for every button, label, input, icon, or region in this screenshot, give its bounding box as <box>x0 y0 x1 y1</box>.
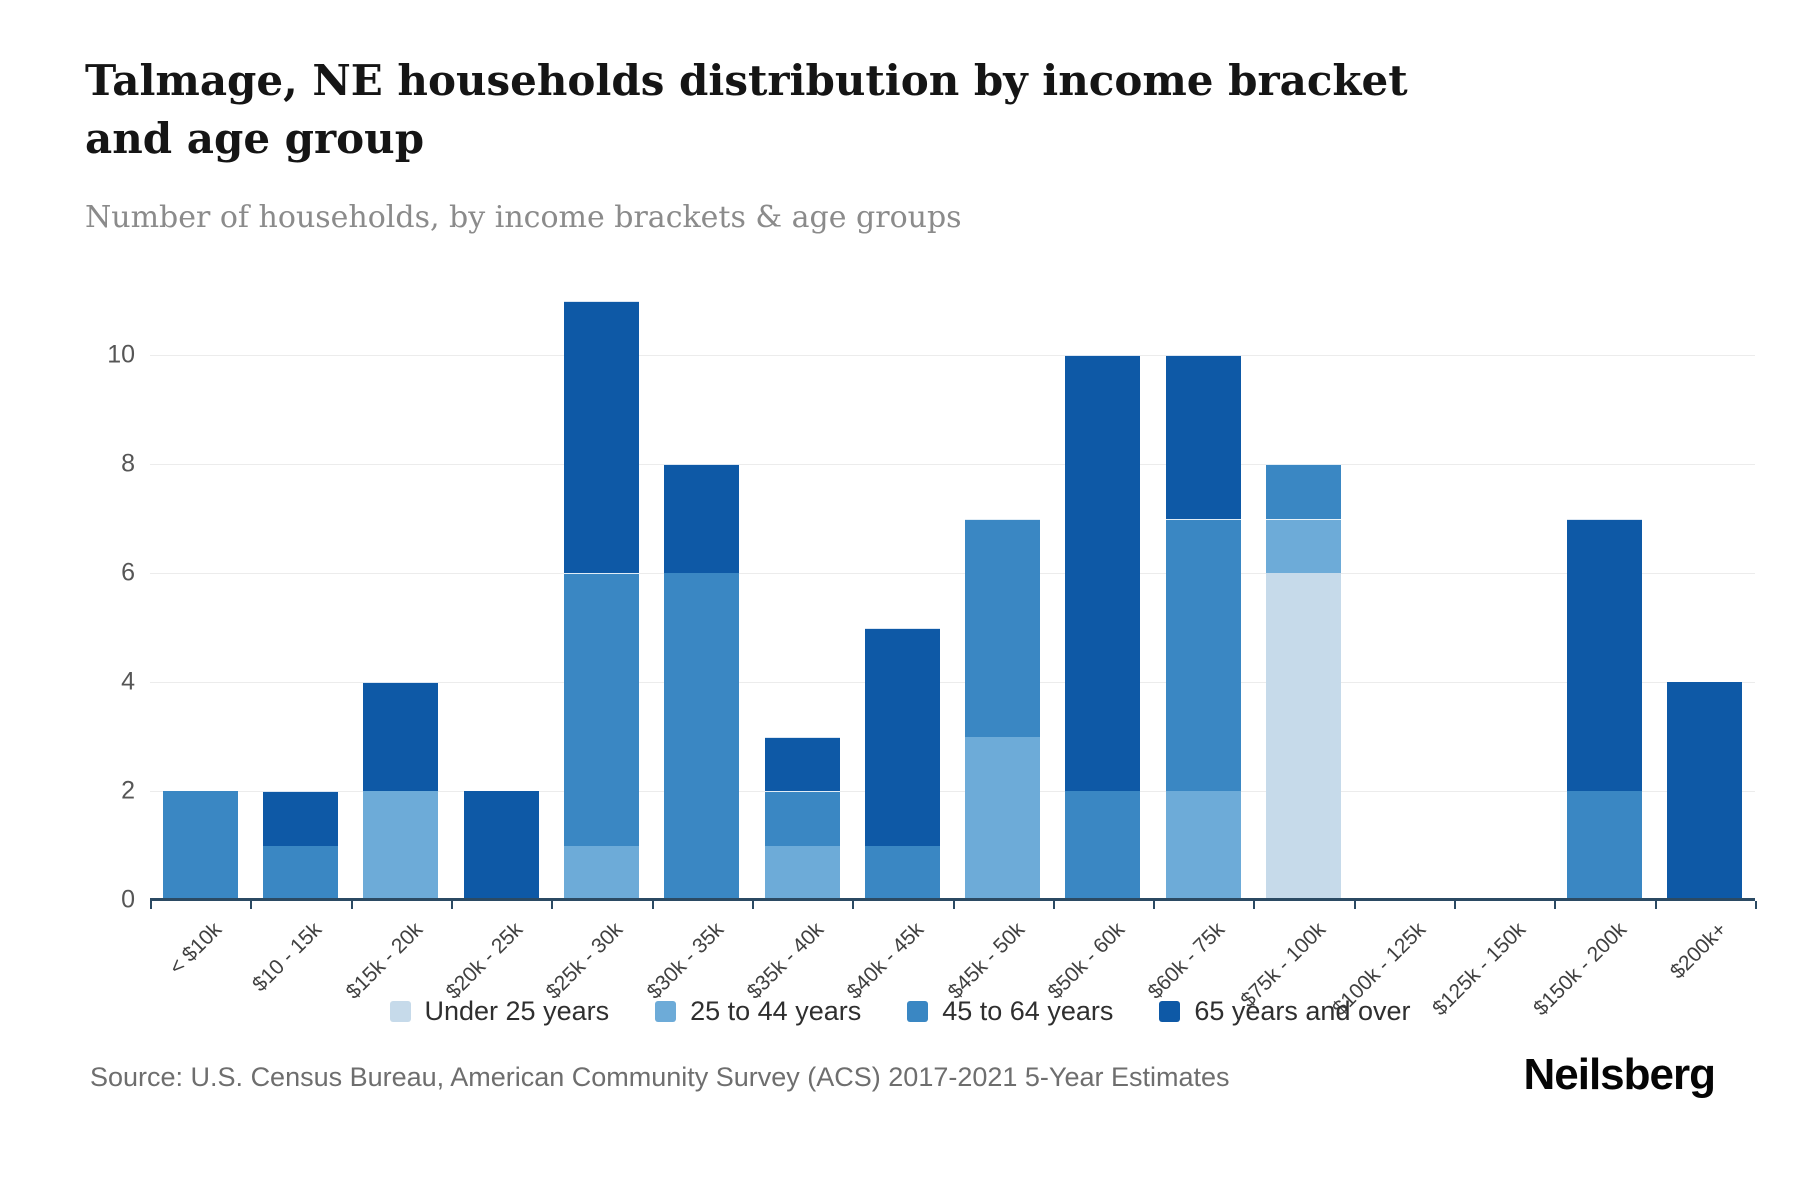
legend-item[interactable]: Under 25 years <box>389 996 610 1027</box>
bar-segment[interactable] <box>1266 518 1342 573</box>
y-axis-tick-label: 10 <box>107 340 135 369</box>
bar-segment[interactable] <box>1567 518 1643 791</box>
bar-segment[interactable] <box>965 518 1041 737</box>
x-axis-tick-label: $60k - 75k <box>1143 918 1230 1004</box>
x-axis-tick-label: $10 - 15k <box>248 918 327 997</box>
gridline-y-6 <box>150 573 1755 574</box>
bar-segment[interactable] <box>764 845 840 900</box>
legend-item[interactable]: 65 years and over <box>1159 996 1411 1027</box>
source-note: Source: U.S. Census Bureau, American Com… <box>90 1062 1230 1092</box>
x-axis-tick-label: $30k - 35k <box>642 918 728 1004</box>
bar-segment[interactable] <box>262 791 338 846</box>
bar-segment[interactable] <box>563 300 639 573</box>
legend-label: 45 to 64 years <box>942 996 1114 1026</box>
x-axis-tick-mark <box>1654 901 1657 909</box>
bar-segment[interactable] <box>1165 791 1241 900</box>
x-axis-tick-mark <box>450 901 453 909</box>
gridline-y-4 <box>150 682 1755 683</box>
x-axis-tick-mark <box>1454 901 1457 909</box>
x-axis-tick-mark <box>651 901 654 909</box>
gridline-y-10 <box>150 355 1755 356</box>
bar-segment[interactable] <box>463 791 539 900</box>
x-axis-tick-mark <box>952 901 955 909</box>
bar-segment[interactable] <box>764 736 840 791</box>
legend-swatch-icon <box>907 1001 929 1022</box>
y-axis-tick-label: 2 <box>121 776 135 805</box>
x-axis-tick-mark <box>150 901 152 909</box>
chart-subtitle: Number of households, by income brackets… <box>85 200 962 235</box>
legend-item[interactable]: 45 to 64 years <box>907 996 1113 1027</box>
x-axis-tick-mark <box>1353 901 1356 909</box>
x-axis-tick-mark <box>1253 901 1256 909</box>
bar-segment[interactable] <box>1065 791 1141 900</box>
bar-segment[interactable] <box>363 791 439 900</box>
x-axis-tick-label: $25k - 30k <box>542 918 628 1004</box>
x-axis-tick-label: $20k - 25k <box>441 918 528 1004</box>
x-axis-tick-mark <box>551 901 554 909</box>
x-axis-tick-label: $40k - 45k <box>843 918 929 1004</box>
neilsberg-logo: Neilsberg <box>1523 1050 1716 1099</box>
x-axis-tick-label: $35k - 40k <box>742 918 829 1004</box>
bar-segment[interactable] <box>1567 791 1643 900</box>
x-axis-tick-label: $50k - 60k <box>1043 918 1130 1004</box>
bar-segment[interactable] <box>864 627 940 846</box>
bar-segment[interactable] <box>1266 573 1342 900</box>
legend-swatch-icon <box>389 1001 411 1022</box>
bar-segment[interactable] <box>664 464 740 573</box>
x-axis-tick-mark <box>250 901 253 909</box>
bar-segment[interactable] <box>664 573 740 900</box>
x-axis-tick-mark <box>350 901 353 909</box>
bar-segment[interactable] <box>1165 355 1241 519</box>
gridline-y-8 <box>150 464 1755 465</box>
x-axis-tick-mark <box>1153 901 1156 909</box>
bar-segment[interactable] <box>363 682 439 791</box>
y-axis-tick-label: 6 <box>121 558 135 587</box>
bar-segment[interactable] <box>965 736 1041 900</box>
x-axis-tick-label: $45k - 50k <box>943 918 1029 1004</box>
bar-segment[interactable] <box>864 845 940 900</box>
bar-segment[interactable] <box>262 845 338 900</box>
x-axis-tick-label: < $10k <box>165 918 227 980</box>
x-axis-line <box>150 898 1755 901</box>
y-axis-tick-label: 8 <box>121 449 135 478</box>
legend-item[interactable]: 25 to 44 years <box>655 996 861 1027</box>
legend-swatch-icon <box>655 1001 677 1022</box>
legend-swatch-icon <box>1159 1001 1181 1022</box>
x-axis-tick-label: $15k - 20k <box>341 918 428 1004</box>
x-axis-tick-mark <box>1554 901 1557 909</box>
x-axis-tick-mark <box>852 901 855 909</box>
legend-label: 65 years and over <box>1194 996 1411 1026</box>
x-axis-tick-label: $200k+ <box>1665 918 1732 984</box>
bar-segment[interactable] <box>1266 464 1342 519</box>
y-axis-tick-label: 0 <box>121 885 135 914</box>
bar-segment[interactable] <box>1165 518 1241 791</box>
gridline-y-2 <box>150 791 1755 792</box>
chart-legend: Under 25 years 25 to 44 years 45 to 64 yea… <box>0 996 1800 1027</box>
bar-segment[interactable] <box>764 791 840 846</box>
x-axis-tick-mark <box>1052 901 1055 909</box>
bar-segment[interactable] <box>563 845 639 900</box>
x-axis-tick-mark <box>1755 901 1757 909</box>
legend-label: 25 to 44 years <box>690 996 862 1026</box>
bar-segment[interactable] <box>563 573 639 846</box>
bar-segment[interactable] <box>1065 355 1141 791</box>
bar-segment[interactable] <box>162 791 238 900</box>
chart-title: Talmage, NE households distribution by i… <box>85 56 1408 163</box>
y-axis-tick-label: 4 <box>121 667 135 696</box>
x-axis-tick-mark <box>751 901 754 909</box>
legend-label: Under 25 years <box>424 996 610 1026</box>
bar-segment[interactable] <box>1667 682 1743 900</box>
